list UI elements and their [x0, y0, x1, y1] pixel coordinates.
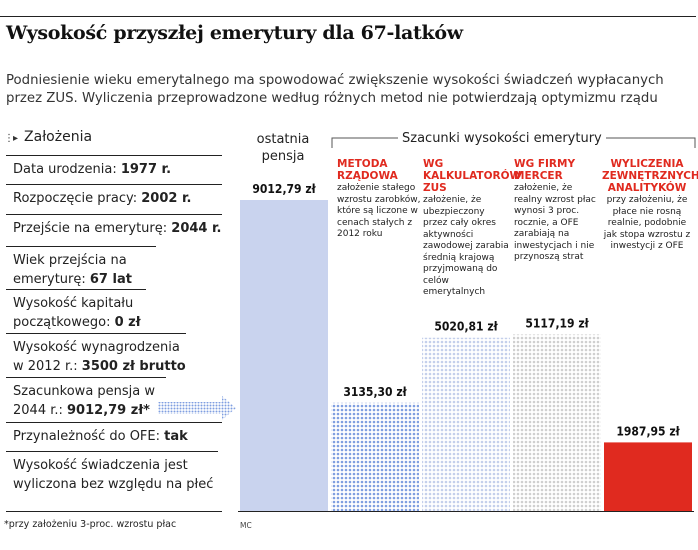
method-mercer-desc: założenie, że realny wzrost płac wynosi …: [514, 183, 596, 262]
method-government: METODA RZĄDOWA założenie stałego wzrostu…: [337, 158, 423, 241]
chart-title: Wysokość przyszłej emerytury dla 67-latk…: [6, 22, 463, 44]
assumptions-bottom-rule: [6, 511, 222, 512]
assumption-row-retirement-age: Wiek przejścia na emeryturę: 67 lat: [6, 246, 156, 289]
bar-4: [513, 334, 601, 511]
method-analysts-title: WYLICZENIA ZEWNĘTRZNYCH ANALITYKÓW: [602, 158, 698, 194]
credit: MC: [240, 521, 252, 530]
method-zus-desc: założenie, że ubezpieczony przez cały ok…: [423, 195, 509, 297]
bar-value-label-2: 3135,30 zł: [343, 385, 407, 399]
assumptions-panel: Data urodzenia: 1977 r. Rozpoczęcie prac…: [6, 155, 222, 511]
assumption-row-gender-note: Wysokość świadczenia jest wyliczona bez …: [6, 451, 218, 511]
assumption-row-salary-2012: Wysokość wynagrodzenia w 2012 r.: 3500 z…: [6, 333, 186, 377]
method-zus-title: WG KALKULATORÓW ZUS: [423, 158, 522, 194]
assumption-row-work-start: Rozpoczęcie pracy: 2002 r.: [6, 184, 222, 214]
method-mercer: WG FIRMY MERCER założenie, że realny wzr…: [514, 158, 600, 264]
bar-value-label-1: 9012,79 zł: [252, 182, 316, 196]
method-analysts: WYLICZENIA ZEWNĘTRZNYCH ANALITYKÓW przy …: [602, 158, 698, 253]
method-zus: WG KALKULATORÓW ZUS założenie, że ubezpi…: [423, 158, 522, 299]
dotted-right-arrow-icon: [158, 396, 236, 420]
column-header-last-salary: ostatnia pensja: [256, 132, 310, 164]
assumption-row-initial-capital: Wysokość kapitału początkowego: 0 zł: [6, 289, 146, 333]
assumptions-heading: ⋮▸ Założenia: [4, 129, 92, 145]
method-mercer-title: WG FIRMY MERCER: [514, 158, 576, 182]
method-government-desc: założenie stałego wzrostu zarobków, któr…: [337, 183, 421, 239]
bar-value-label-5: 1987,95 zł: [616, 424, 680, 438]
bar-value-label-3: 5020,81 zł: [434, 320, 498, 334]
dotted-arrow-icon: ⋮▸: [4, 133, 18, 144]
assumption-row-ofe: Przynależność do OFE: tak: [6, 422, 222, 451]
bar-value-label-4: 5117,19 zł: [525, 316, 589, 330]
chart-subtitle: Podniesienie wieku emerytalnego ma spowo…: [6, 73, 664, 106]
bar-2: [331, 402, 419, 511]
top-rule: [0, 16, 696, 17]
assumption-row-salary-2044: Szacunkowa pensja w 2044 r.: 9012,79 zł*: [6, 377, 166, 422]
assumptions-heading-text: Założenia: [24, 129, 93, 145]
bar-5: [604, 442, 692, 511]
method-analysts-desc: przy założeniu, że płace nie rosną realn…: [603, 195, 691, 251]
assumption-row-birth: Data urodzenia: 1977 r.: [6, 155, 222, 184]
estimates-group-label: Szacunki wysokości emerytury: [398, 131, 606, 146]
method-government-title: METODA RZĄDOWA: [337, 158, 398, 182]
bar-1: [240, 200, 328, 511]
footnote: *przy założeniu 3-proc. wzrostu płac: [4, 519, 177, 530]
assumption-row-retirement: Przejście na emeryturę: 2044 r.: [6, 214, 222, 246]
bar-3: [422, 337, 510, 511]
